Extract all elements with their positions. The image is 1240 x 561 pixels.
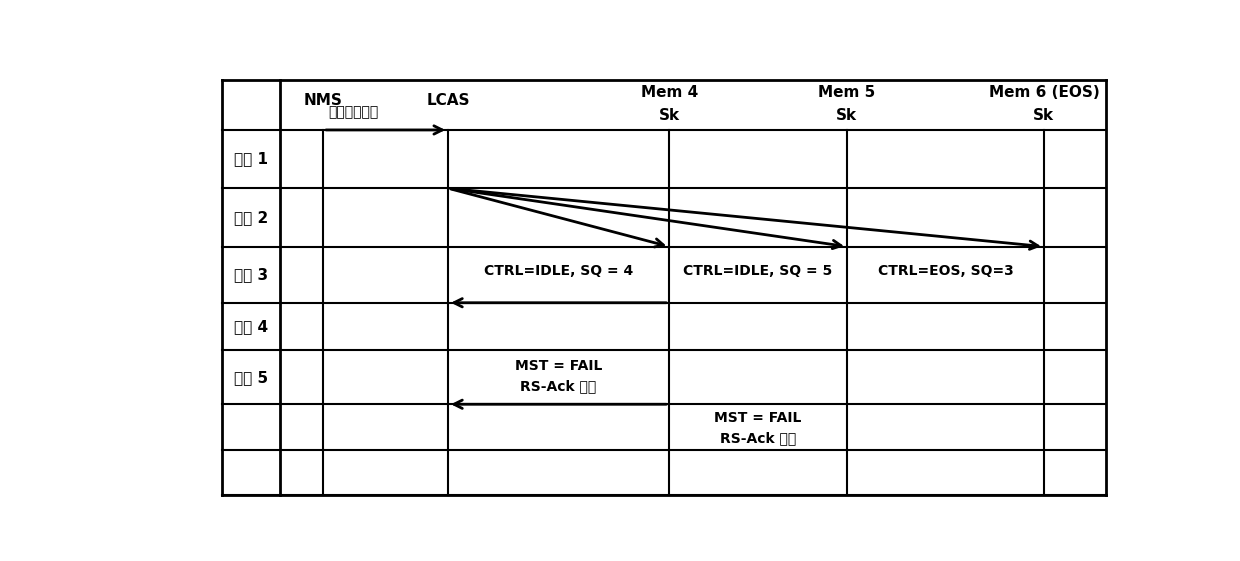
Text: Sk: Sk <box>836 108 858 123</box>
Text: 注解 2: 注解 2 <box>234 210 268 225</box>
Text: MST = FAIL: MST = FAIL <box>515 360 603 374</box>
Text: MST = FAIL: MST = FAIL <box>714 411 802 425</box>
Text: CTRL=EOS, SQ=3: CTRL=EOS, SQ=3 <box>878 264 1013 278</box>
Text: CTRL=IDLE, SQ = 4: CTRL=IDLE, SQ = 4 <box>484 264 634 278</box>
Text: 删除链路命令: 删除链路命令 <box>327 105 378 119</box>
Text: 注解 3: 注解 3 <box>234 267 268 282</box>
Text: Sk: Sk <box>658 108 680 123</box>
Text: NMS: NMS <box>304 93 342 108</box>
Text: 注解 4: 注解 4 <box>234 319 268 334</box>
Text: RS-Ack 翻转: RS-Ack 翻转 <box>720 431 796 445</box>
Text: LCAS: LCAS <box>427 93 470 108</box>
Text: Mem 6 (EOS): Mem 6 (EOS) <box>988 85 1100 100</box>
Text: Mem 4: Mem 4 <box>641 85 698 100</box>
Text: 注解 5: 注解 5 <box>234 370 268 385</box>
Text: Mem 5: Mem 5 <box>818 85 875 100</box>
Text: RS-Ack 翻转: RS-Ack 翻转 <box>521 379 596 393</box>
Text: CTRL=IDLE, SQ = 5: CTRL=IDLE, SQ = 5 <box>683 264 832 278</box>
Text: Sk: Sk <box>1033 108 1054 123</box>
Text: 注解 1: 注解 1 <box>234 151 268 167</box>
